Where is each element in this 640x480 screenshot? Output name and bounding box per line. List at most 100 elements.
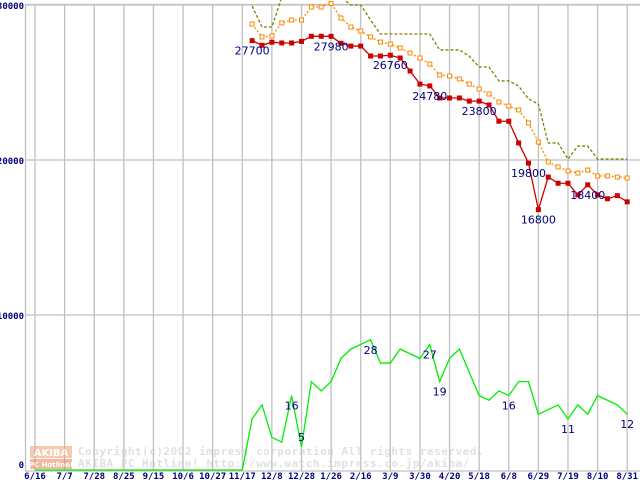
average-price-point [456,76,462,82]
y-tick-label: 0 [19,461,24,471]
logo-box-bottom [30,459,72,469]
min-price-point [437,95,443,101]
shop-count-data-label: 16 [502,400,516,413]
min-price-point [377,53,383,59]
average-price-point [308,4,314,10]
logo-box-top [30,446,72,458]
min-price-point [298,38,304,44]
average-price-point [466,81,472,87]
min-price-point [407,68,413,74]
min-price-point [506,118,512,124]
min-price-data-label: 16800 [521,214,556,227]
x-tick-label: 5/18 [468,472,490,480]
average-price-point [417,55,423,61]
y-tick-label: 30000 [0,2,24,12]
min-price-point [486,102,492,108]
average-price-point [269,33,275,39]
average-price-point [565,168,571,174]
average-price-point [624,175,630,181]
shop-count-data-label: 12 [620,418,634,431]
min-price-point [279,40,285,46]
min-price-point [456,95,462,101]
copyright-line: Copyright(c)2002 impress corporation All… [78,445,484,458]
average-price-point [289,17,295,23]
average-price-point [397,45,403,51]
shop-count-data-label: 16 [285,400,299,413]
min-price-point [318,33,324,39]
min-price-point [604,196,610,202]
min-price-data-label: 18400 [570,189,605,202]
min-price-line [251,35,628,210]
min-price-point [249,38,255,44]
average-price-point [348,24,354,30]
shop-count-data-label: 19 [433,386,447,399]
min-price-point [427,83,433,89]
x-tick-label: 7/7 [56,472,72,480]
x-tick-label: 6/29 [528,472,550,480]
min-price-point [308,33,314,39]
min-price-point [387,52,393,58]
min-price-point [259,42,265,48]
min-price-point [545,174,551,180]
average-price-point [595,173,601,179]
average-price-point [486,91,492,97]
average-price-point [298,17,304,23]
average-price-point [328,0,334,6]
site-url-line: AKIBA PC Hotline! http://www.watch.impre… [78,457,470,470]
min-price-point [585,182,591,188]
average-price-point [259,34,265,40]
min-price-point [269,39,275,45]
x-tick-label: 3/9 [382,472,398,480]
min-price-data-label: 26760 [373,59,408,72]
min-price-point [368,53,374,59]
x-tick-label: 8/10 [587,472,609,480]
min-price-data-label: 27980 [314,40,349,53]
min-price-point [595,192,601,198]
average-price-point [526,120,531,126]
shop-count-data-label: 27 [423,348,437,361]
average-price-point [575,170,581,176]
min-price-point [328,33,334,39]
min-price-point [289,40,295,46]
min-price-point [358,43,364,49]
average-price-point [585,167,591,173]
logo-text-top: AKIBA [34,448,69,459]
min-price-point [466,98,472,104]
x-tick-label: 3/30 [409,472,431,480]
shop-count-line [35,338,628,471]
min-price-point [496,118,502,124]
average-price-point [496,99,502,105]
average-price-point [427,61,433,67]
average-price-point [338,15,344,21]
min-price-point [624,199,630,205]
shop-count-data-label: 5 [298,431,305,444]
x-tick-label: 11/17 [229,472,256,480]
average-price-point [387,41,393,47]
average-price-point [368,34,374,40]
x-tick-label: 7/28 [83,472,105,480]
min-price-point [516,140,522,146]
average-price-point [506,103,512,109]
min-price-point [535,207,541,213]
min-price-point [447,95,453,101]
x-tick-label: 10/6 [172,472,194,480]
average-price-point [437,72,443,78]
average-price-point [407,50,413,56]
min-price-data-label: 19800 [511,167,546,180]
x-tick-label: 2/16 [350,472,372,480]
min-price-data-label: 24780 [412,90,447,103]
watermark: AKIBA PC Hotline! Copyright(c)2002 impre… [29,445,484,470]
series-layer [35,0,630,471]
min-price-point [575,192,581,198]
x-tick-label: 12/8 [261,472,283,480]
min-price-point [526,160,531,166]
average-price-point [377,39,383,45]
min-price-point [614,193,620,199]
shop-count-data-label: 11 [561,423,575,436]
min-price-point [397,55,403,61]
shop-count-data-label: 28 [364,344,378,357]
